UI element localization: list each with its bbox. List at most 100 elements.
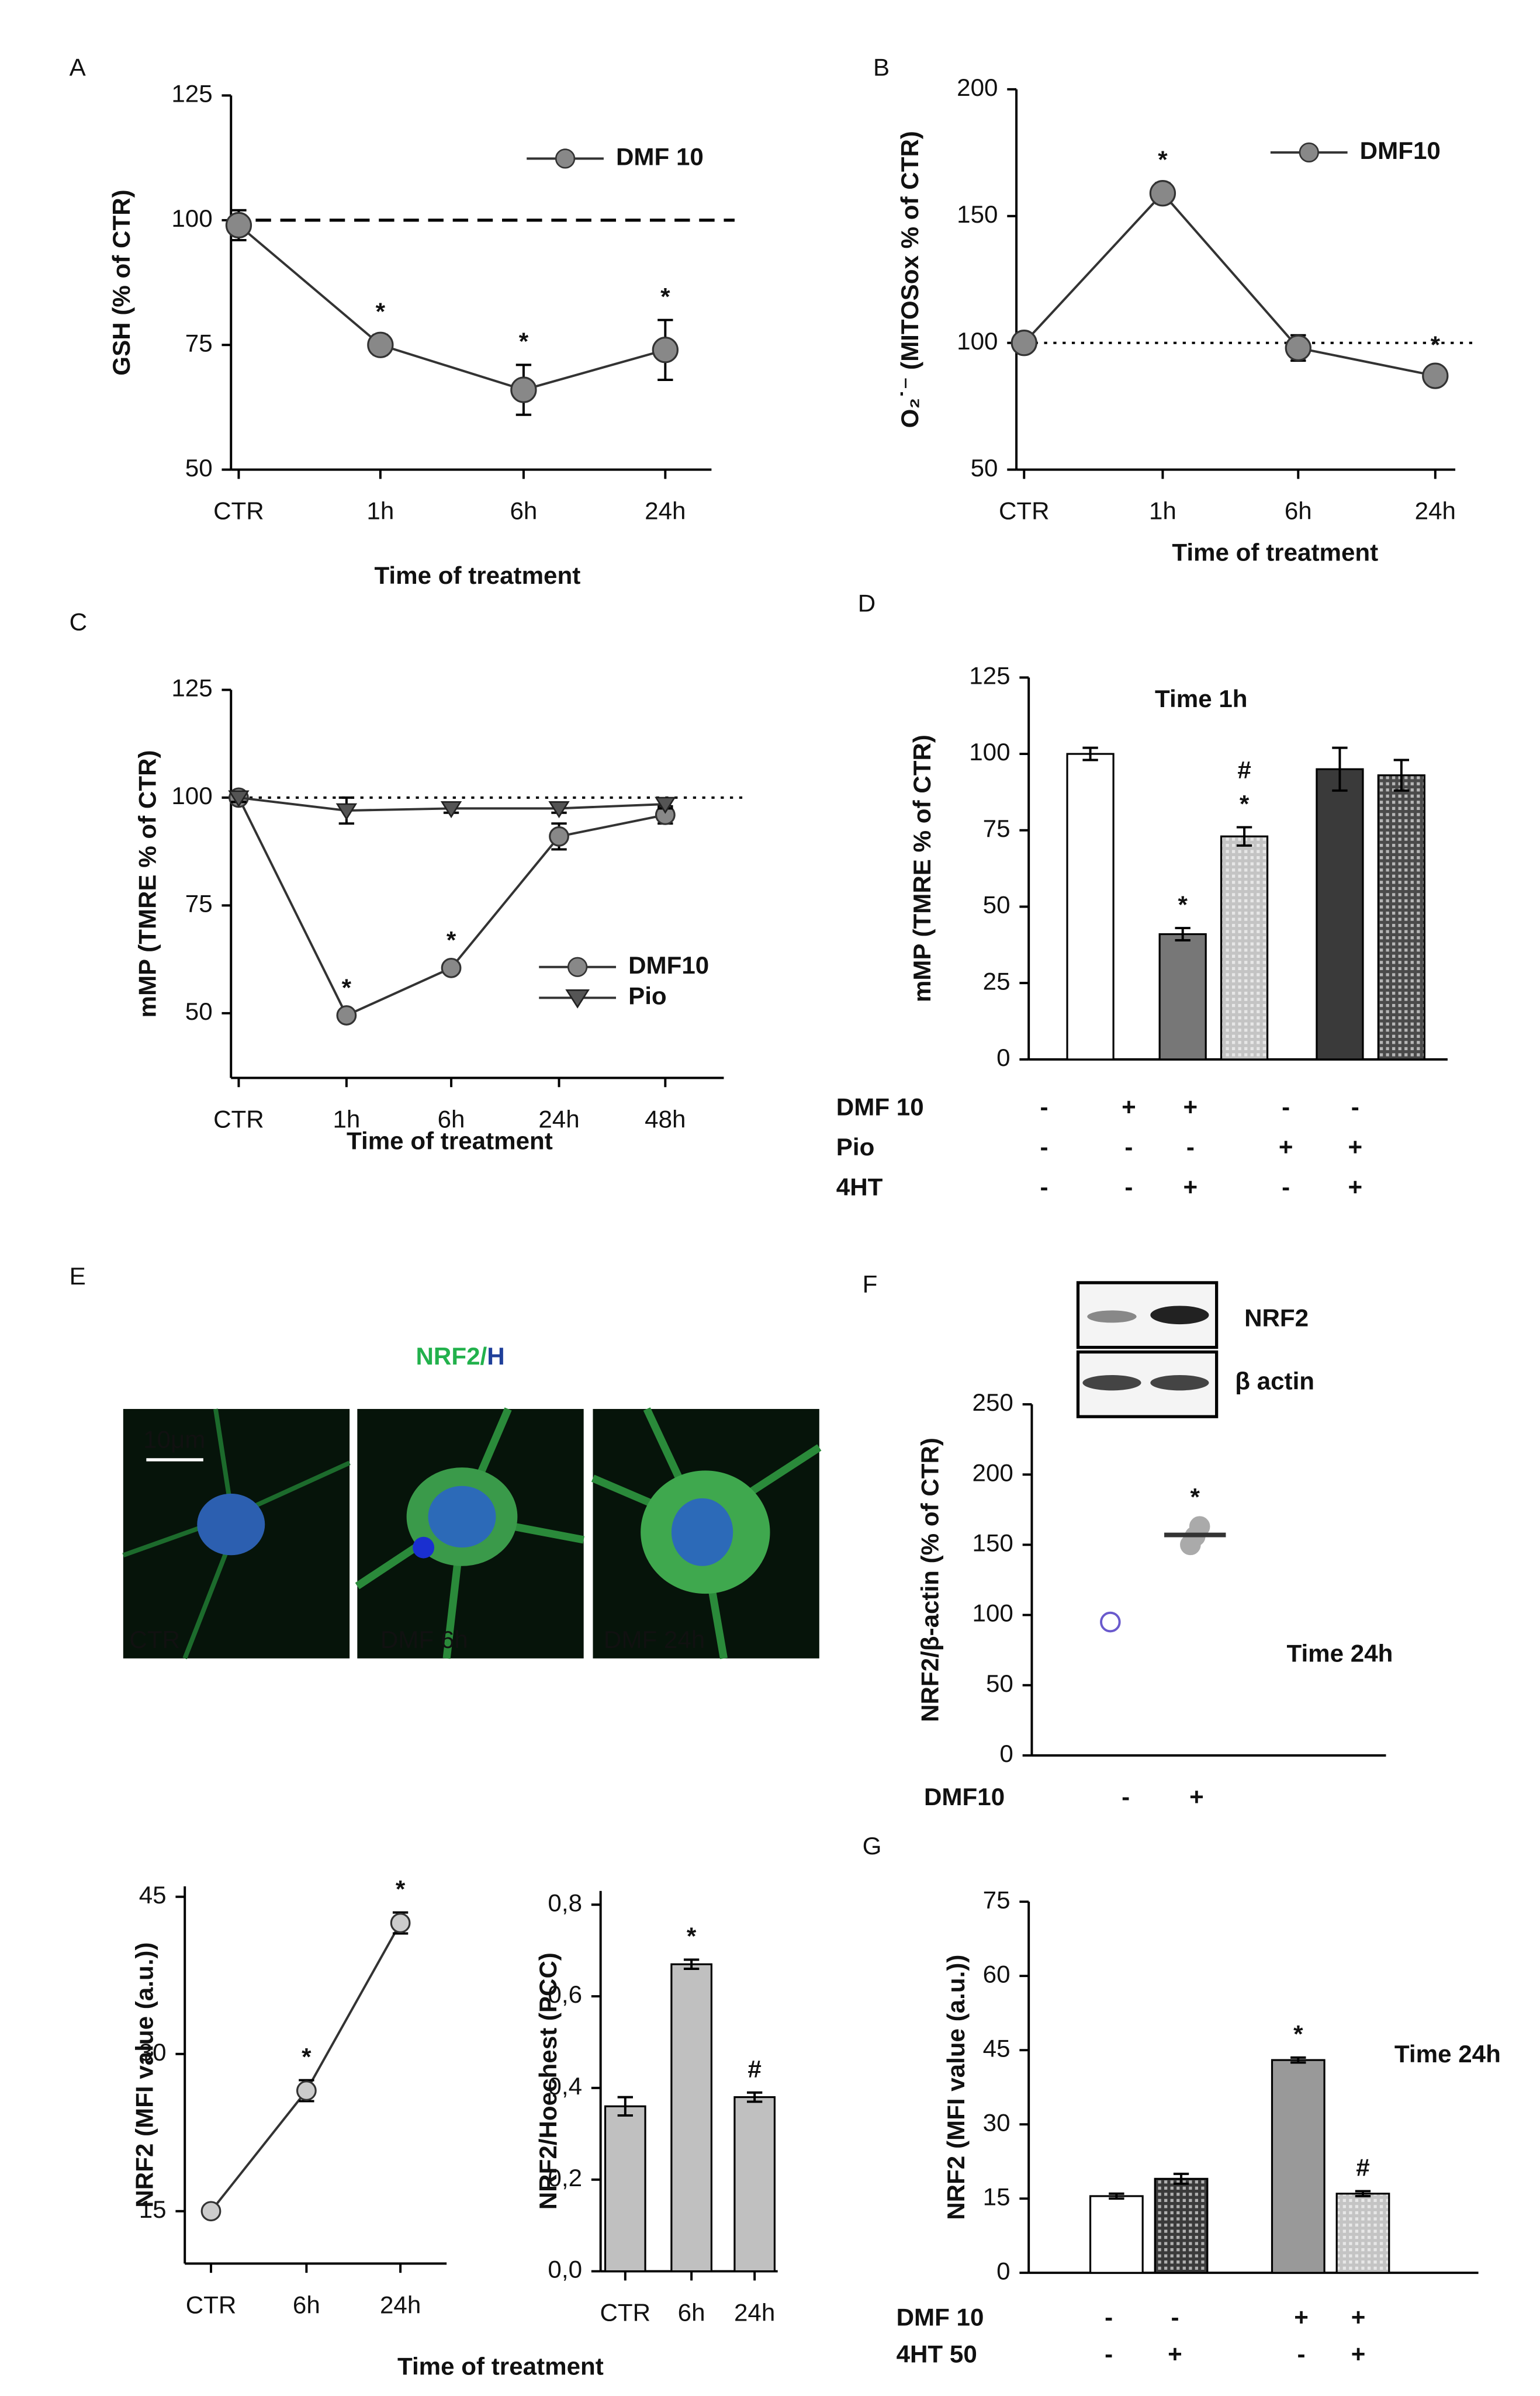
legend-marker <box>565 989 590 1009</box>
significance-marker: * <box>1240 790 1250 818</box>
data-point <box>390 1913 411 1933</box>
x-tick-label: 6h <box>1285 497 1312 525</box>
nucleus-fragment <box>413 1536 435 1559</box>
chart: 15 30 45 NRF2 (MFI value (a.u.)) Time of tre… <box>130 1875 603 2380</box>
data-point <box>655 797 676 814</box>
treatment-sign: - <box>1040 1093 1048 1120</box>
y-axis-label: mMP (TMRE % of CTR) <box>134 750 161 1017</box>
treatment-sign: + <box>1351 2340 1366 2368</box>
data-point <box>1010 330 1037 356</box>
nucleus <box>197 1493 265 1556</box>
chart: 0,0 0,2 0,4 0,6 0,8 NRF2/Hoechest (PCC) CTR 6h 2… <box>534 1889 778 2326</box>
data-point <box>441 957 462 978</box>
treatment-sign: - <box>1282 1093 1290 1120</box>
treatment-sign: + <box>1189 1783 1204 1810</box>
data-point <box>367 331 394 358</box>
error-bar <box>1393 759 1410 792</box>
blot-band <box>1082 1375 1141 1391</box>
panel-label: B <box>873 54 890 81</box>
x-tick-label: 6h <box>678 2298 705 2326</box>
legend-label: DMF10 <box>628 951 709 979</box>
x-tick-label: 6h <box>510 497 537 525</box>
x-tick-label: CTR <box>600 2298 651 2326</box>
chart: 50 100 150 200 O₂˙⁻ (MITOSox % of CTR) Time o… <box>896 74 1479 566</box>
error-bar <box>746 2091 763 2103</box>
legend-label: DMF 10 <box>616 143 704 171</box>
x-axis-label: Time of treatment <box>374 562 580 589</box>
error-bar <box>1290 2056 1306 2064</box>
treatment-sign: - <box>1282 1173 1290 1200</box>
blot-band <box>1150 1306 1209 1325</box>
treatment-sign: + <box>1294 2303 1309 2331</box>
bar <box>604 2105 646 2273</box>
bar <box>1154 2177 1209 2274</box>
treatment-sign: - <box>1122 1783 1130 1810</box>
treatment-sign: - <box>1040 1133 1048 1161</box>
data-point <box>1100 1611 1121 1633</box>
annotation: Time 24h <box>1394 2040 1501 2068</box>
significance-marker: * <box>687 1923 697 1950</box>
bar <box>733 2096 776 2273</box>
x-tick-label: 1h <box>366 497 394 525</box>
significance-marker: * <box>302 2043 312 2070</box>
y-tick-label: 200 <box>957 74 998 101</box>
y-tick-label: 0 <box>999 1740 1013 1767</box>
y-tick-label: 150 <box>973 1529 1013 1557</box>
y-axis-label: NRF2 (MFI value (a.u.)) <box>942 1955 970 2220</box>
treatment-sign: + <box>1348 1173 1362 1200</box>
error-bar <box>1332 746 1348 792</box>
treatment-label: DMF 10 <box>897 2303 984 2331</box>
blot-band <box>1150 1375 1209 1391</box>
micrograph-title: NRF2/H <box>416 1342 504 1370</box>
treatment-label: 4HT <box>836 1173 883 1200</box>
y-tick-label: 50 <box>983 891 1010 919</box>
treatment-sign: - <box>1105 2303 1113 2331</box>
data-point <box>336 1005 357 1026</box>
x-tick-label: CTR <box>213 497 264 525</box>
legend-marker <box>1299 142 1319 162</box>
series-line <box>238 224 666 392</box>
chart: 0 25 50 75 100 125 mMP (TMRE % of CTR) Time 1h *… <box>836 662 1448 1200</box>
x-tick-label: 6h <box>438 1105 465 1133</box>
significance-marker: * <box>1158 146 1168 174</box>
error-bar <box>1109 2192 1124 2200</box>
significance-marker: # <box>1237 756 1251 784</box>
micrograph-label: DMF 6h <box>380 1626 468 1653</box>
error-bar <box>1236 826 1252 847</box>
y-tick-label: 0,2 <box>548 2164 582 2191</box>
x-axis-label: Time of treatment <box>347 1127 553 1154</box>
x-tick-label: 48h <box>645 1105 686 1133</box>
error-bar <box>1173 2172 1189 2185</box>
y-tick-label: 25 <box>983 967 1010 995</box>
error-bar <box>1175 927 1191 941</box>
treatment-sign: + <box>1351 2303 1366 2331</box>
series-line <box>1023 191 1436 378</box>
y-tick-label: 125 <box>171 80 212 108</box>
treatment-sign: - <box>1171 2303 1179 2331</box>
y-tick-label: 150 <box>957 200 998 228</box>
data-point <box>225 212 252 238</box>
x-tick-label: 24h <box>538 1105 579 1133</box>
bar <box>1089 2195 1144 2274</box>
legend-marker <box>567 957 588 977</box>
x-axis-label: Time of treatment <box>1172 539 1378 566</box>
nucleus <box>671 1498 733 1566</box>
data-point <box>335 803 358 820</box>
x-tick-label: 1h <box>1149 497 1176 525</box>
significance-marker: * <box>519 328 529 355</box>
y-tick-label: 30 <box>983 2108 1010 2136</box>
panel-label: F <box>863 1270 878 1297</box>
treatment-sign: - <box>1186 1133 1195 1161</box>
y-tick-label: 100 <box>171 205 212 232</box>
significance-marker: * <box>1191 1483 1200 1511</box>
bar <box>1335 2193 1390 2274</box>
y-tick-label: 0,8 <box>548 1889 582 1916</box>
y-tick-label: 60 <box>983 1960 1010 1988</box>
y-axis-label: NRF2/Hoechest (PCC) <box>534 1952 562 2210</box>
treatment-sign: + <box>1279 1133 1293 1161</box>
y-tick-label: 30 <box>139 2038 167 2066</box>
bar <box>1377 774 1425 1061</box>
y-tick-label: 75 <box>983 1886 1010 1913</box>
micrograph-label: DMF 24h <box>604 1626 705 1653</box>
